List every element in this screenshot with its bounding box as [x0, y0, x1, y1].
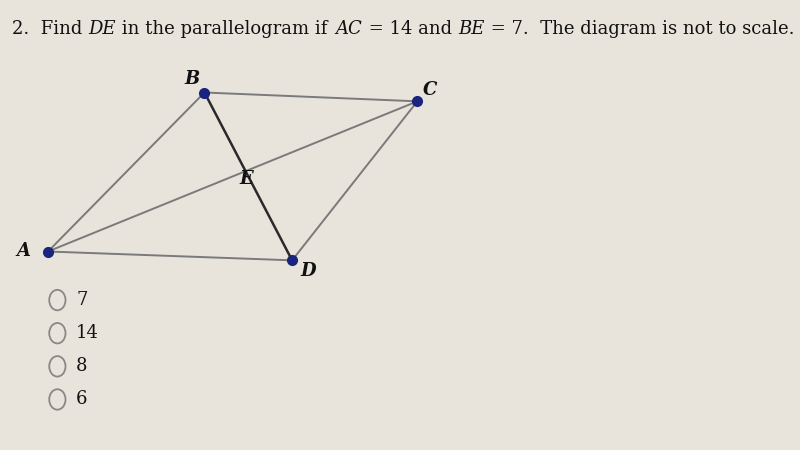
Text: 14: 14 [76, 324, 99, 342]
Text: DE: DE [89, 20, 116, 38]
Text: C: C [422, 81, 437, 99]
Text: in the parallelogram if: in the parallelogram if [116, 20, 334, 38]
Text: = 7.  The diagram is not to scale.: = 7. The diagram is not to scale. [485, 20, 794, 38]
Text: 6: 6 [76, 391, 88, 409]
Text: E: E [239, 170, 254, 188]
Text: D: D [300, 262, 315, 280]
Text: 8: 8 [76, 357, 88, 375]
Text: A: A [16, 243, 30, 261]
Text: 7: 7 [76, 291, 87, 309]
Text: BE: BE [458, 20, 485, 38]
Text: AC: AC [335, 20, 362, 38]
Text: = 14 and: = 14 and [362, 20, 458, 38]
Text: B: B [184, 70, 199, 88]
Text: 2.  Find: 2. Find [12, 20, 88, 38]
